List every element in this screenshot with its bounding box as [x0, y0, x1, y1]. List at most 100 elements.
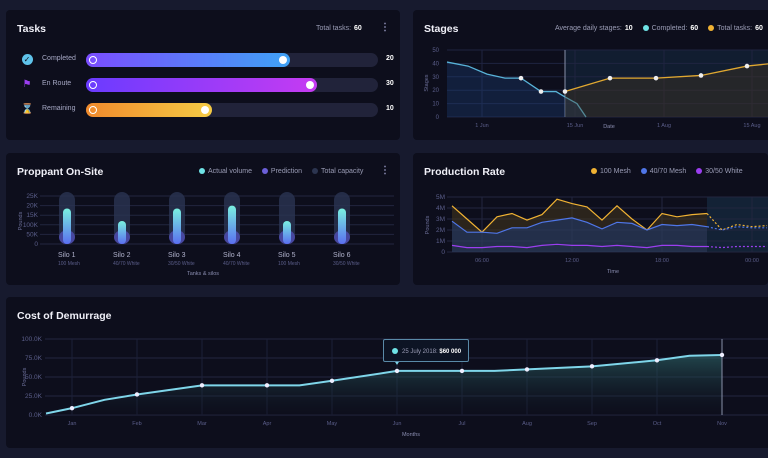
demurrage-card: Cost of Demurrage 0.0K 25.0K 50.0K 75.0K 100…: [6, 297, 768, 448]
tooltip-date: 25 July 2018:: [402, 349, 438, 355]
demurrage-chart: 0.0K 25.0K 50.0K 75.0K 100.0K Jan Feb Mar Apr May…: [21, 336, 768, 438]
x-tick: 18:00: [655, 258, 669, 264]
completed-series-point: [538, 89, 544, 94]
total-legend-dot: [708, 25, 715, 31]
x-axis-label: Date: [603, 124, 615, 130]
data-point: [329, 378, 335, 383]
y-tick: 40: [432, 61, 439, 67]
completed-label: Completed:: [651, 25, 688, 32]
more-vertical-icon[interactable]: ⋮: [380, 22, 390, 33]
tooltip: 25 July 2018: $60 000: [383, 339, 469, 362]
production-card: Production Rate 100 Mesh 40/70 Mesh 30/5…: [413, 153, 768, 285]
task-label: En Route: [42, 80, 72, 87]
y-tick: 1M: [436, 238, 445, 245]
y-tick: 0: [34, 241, 38, 248]
total-series-area: [565, 63, 768, 117]
silo-type: 30/50 White: [333, 261, 360, 267]
y-tick: 0: [436, 115, 440, 121]
x-tick: 15 Aug: [743, 123, 760, 129]
silo-type: 40/70 White: [113, 261, 140, 267]
silo-label: Silo 5: [278, 252, 296, 259]
legend-30-50-white: 30/50 White: [705, 168, 743, 175]
data-point: [394, 368, 400, 374]
end-knob[interactable]: [279, 56, 288, 64]
total-series-point: [698, 73, 704, 78]
y-tick: 100K: [23, 222, 39, 229]
progress-fill: [86, 103, 212, 117]
production-title: Production Rate: [424, 166, 506, 178]
actual-volume-bar: [338, 208, 346, 244]
y-axis-label: Pounds: [425, 215, 431, 234]
production-legend: 100 Mesh 40/70 Mesh 30/50 White: [583, 168, 743, 175]
task-row-en-route: ⚑ En Route 30: [21, 78, 400, 92]
completed-series-line: [446, 61, 587, 118]
y-tick: 0.0K: [29, 412, 43, 419]
avg-value: 10: [624, 25, 633, 32]
x-tick: 12:00: [565, 258, 579, 264]
silo-label: Silo 4: [223, 252, 241, 259]
series-area: [452, 217, 707, 252]
y-tick: 5M: [436, 194, 445, 201]
series-line: [451, 243, 707, 249]
stages-card: Stages Average daily stages: 10 Completed…: [413, 10, 768, 140]
x-tick: 00:00: [745, 258, 759, 264]
stages-summary: Average daily stages: 10 Completed: 60 Tot…: [555, 25, 763, 32]
proppant-legend: Actual volume Prediction Total capacity: [191, 168, 363, 175]
y-axis-label: Stages: [424, 74, 430, 91]
task-label: Remaining: [42, 105, 76, 112]
x-axis-label: Time: [607, 269, 619, 275]
total-tasks-label: Total tasks:: [316, 25, 352, 32]
task-value: 10: [386, 105, 394, 112]
data-point: [264, 383, 270, 388]
actual-volume-bar: [63, 208, 71, 244]
y-axis-label: Pounds: [18, 211, 24, 230]
production-chart: 0 1M 2M 3M 4M 5M 06:00 12:00 18:00 00:00 Time Pound…: [425, 194, 768, 275]
task-value: 30: [386, 80, 394, 87]
y-tick: 10: [432, 102, 439, 108]
completed-legend-dot: [642, 25, 649, 31]
tasks-card: Tasks Total tasks: 60 ⋮ ✓ Completed 20 ⚑ E…: [6, 10, 400, 140]
tooltip-pointer: [395, 361, 399, 365]
y-tick: 25K: [26, 193, 38, 200]
total-tasks-value: 60: [354, 25, 362, 32]
start-knob: [89, 106, 97, 114]
actual-volume-bar: [118, 220, 126, 244]
y-axis-label: Pounds: [22, 367, 28, 386]
total-label: Total tasks:: [717, 25, 753, 32]
tooltip-dot: [392, 348, 398, 354]
task-row-completed: ✓ Completed 20: [21, 53, 400, 67]
progress-track: [86, 53, 378, 67]
data-point: [719, 352, 725, 358]
x-tick: Apr: [263, 421, 272, 427]
completed-value: 60: [690, 25, 699, 32]
actual-volume-bar: [228, 205, 236, 244]
end-knob[interactable]: [200, 106, 209, 114]
x-tick: 06:00: [475, 258, 489, 264]
x-tick: Jun: [393, 421, 402, 427]
x-tick: Jul: [458, 421, 465, 427]
y-tick: 100.0K: [21, 336, 42, 343]
y-tick: 50: [432, 48, 439, 54]
proppant-title: Proppant On-Site: [17, 166, 104, 178]
x-tick: Aug: [522, 421, 532, 427]
data-point: [524, 367, 530, 372]
legend-dot: [199, 168, 205, 174]
y-tick: 2M: [436, 227, 445, 234]
progress-fill: [86, 53, 291, 67]
data-point: [69, 405, 75, 411]
x-tick: May: [327, 421, 338, 427]
total-series-line: [564, 63, 768, 93]
data-point: [134, 392, 140, 397]
x-tick: Nov: [717, 421, 727, 427]
stages-chart: 0 10 20 30 40 50 1 Jun 15 Jun 1 Aug 15 Aug Date Sta…: [424, 48, 768, 130]
more-vertical-icon[interactable]: ⋮: [380, 165, 390, 176]
tooltip-value: $60 000: [439, 349, 462, 355]
cost-line: [45, 353, 723, 415]
silo-label: Silo 3: [168, 252, 186, 259]
y-tick: 30: [432, 75, 439, 81]
legend-actual: Actual volume: [208, 168, 252, 175]
legend-dot: [312, 168, 319, 174]
proppant-card: Proppant On-Site Actual volume Predictio…: [6, 153, 400, 285]
end-knob[interactable]: [305, 81, 314, 89]
proppant-chart: 0 50K 100K 15K 20K 25K Pounds Silo 1 100 Mesh Sil…: [18, 192, 394, 277]
